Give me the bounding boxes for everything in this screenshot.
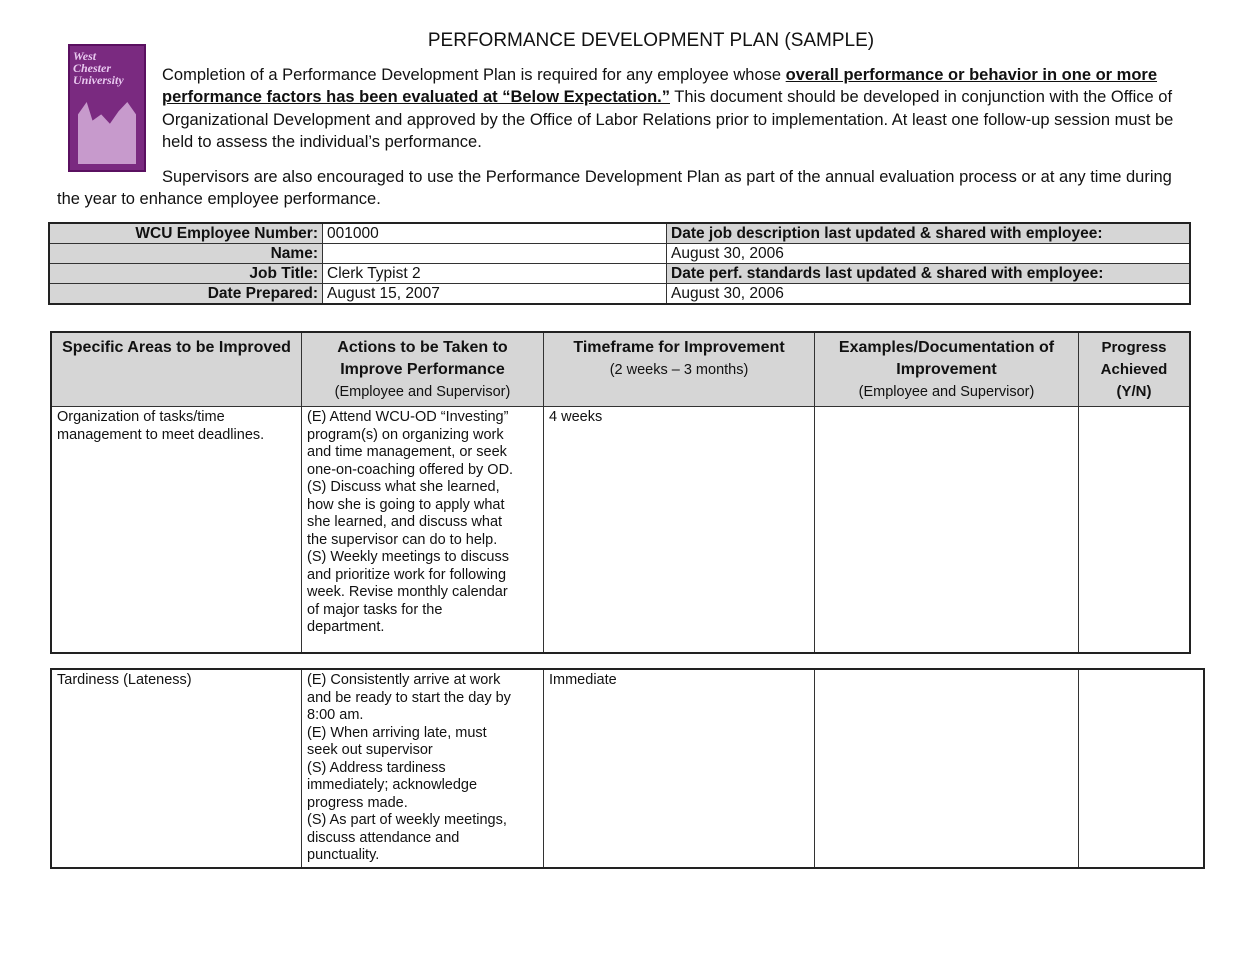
plan-table-2: Tardiness (Lateness) (E) Consistently ar… xyxy=(50,668,1205,869)
job-description-date-label: Date job description last updated & shar… xyxy=(666,222,1191,244)
job-title-field[interactable]: Clerk Typist 2 xyxy=(322,263,667,284)
university-logo: West Chester University xyxy=(68,44,146,172)
job-description-date-field[interactable]: August 30, 2006 xyxy=(666,243,1191,264)
date-prepared-field[interactable]: August 15, 2007 xyxy=(322,283,667,305)
plan-header-row: Specific Areas to be Improved Actions to… xyxy=(50,331,1191,407)
header-progress: Progress Achieved (Y/N) xyxy=(1078,331,1191,407)
logo-building-graphic xyxy=(78,102,136,164)
logo-lettering: West Chester University xyxy=(73,49,124,87)
examples-cell[interactable] xyxy=(814,406,1079,653)
performance-standards-date-field[interactable]: August 30, 2006 xyxy=(666,283,1191,305)
intro-emphasis: overall performance or behavior in one o… xyxy=(162,66,1158,107)
timeframe-cell[interactable]: 4 weeks xyxy=(543,406,815,653)
area-cell[interactable]: Tardiness (Lateness) xyxy=(50,668,302,868)
header-examples: Examples/Documentation of Improvement (Em… xyxy=(814,331,1079,407)
plan-table: Specific Areas to be Improved Actions to… xyxy=(50,331,1191,654)
page-title: PERFORMANCE DEVELOPMENT PLAN (SAMPLE) xyxy=(427,30,875,51)
job-title-label: Job Title: xyxy=(48,263,323,284)
intro-text-end: This document should be developed in con… xyxy=(162,88,1174,151)
employee-number-label: WCU Employee Number: xyxy=(48,222,323,244)
intro-text: Completion of a Performance Development … xyxy=(162,66,786,84)
progress-cell[interactable] xyxy=(1078,668,1205,868)
performance-standards-date-label: Date perf. standards last updated & shar… xyxy=(666,263,1191,284)
actions-cell[interactable]: (E) Consistently arrive at work and be r… xyxy=(301,668,544,868)
name-label: Name: xyxy=(48,243,323,264)
actions-cell[interactable]: (E) Attend WCU-OD “Investing” program(s)… xyxy=(301,406,544,653)
progress-cell[interactable] xyxy=(1078,406,1191,653)
date-prepared-label: Date Prepared: xyxy=(48,283,323,305)
employee-info-table: WCU Employee Number: 001000 Date job des… xyxy=(48,222,1191,305)
timeframe-cell[interactable]: Immediate xyxy=(543,668,815,868)
header-actions: Actions to be Taken to Improve Performan… xyxy=(301,331,544,407)
employee-number-field[interactable]: 001000 xyxy=(322,222,667,244)
header-areas: Specific Areas to be Improved xyxy=(50,331,302,407)
supervisor-paragraph: Supervisors are also encouraged to use t… xyxy=(57,168,1172,209)
header-timeframe: Timeframe for Improvement (2 weeks – 3 mo… xyxy=(543,331,815,407)
intro-paragraph: Completion of a Performance Development … xyxy=(162,64,1192,153)
area-cell[interactable]: Organization of tasks/time management to… xyxy=(50,406,302,653)
examples-cell[interactable] xyxy=(814,668,1079,868)
table-row: Tardiness (Lateness) (E) Consistently ar… xyxy=(50,668,1205,868)
name-field[interactable] xyxy=(322,243,667,264)
table-row: Organization of tasks/time management to… xyxy=(50,406,1191,653)
